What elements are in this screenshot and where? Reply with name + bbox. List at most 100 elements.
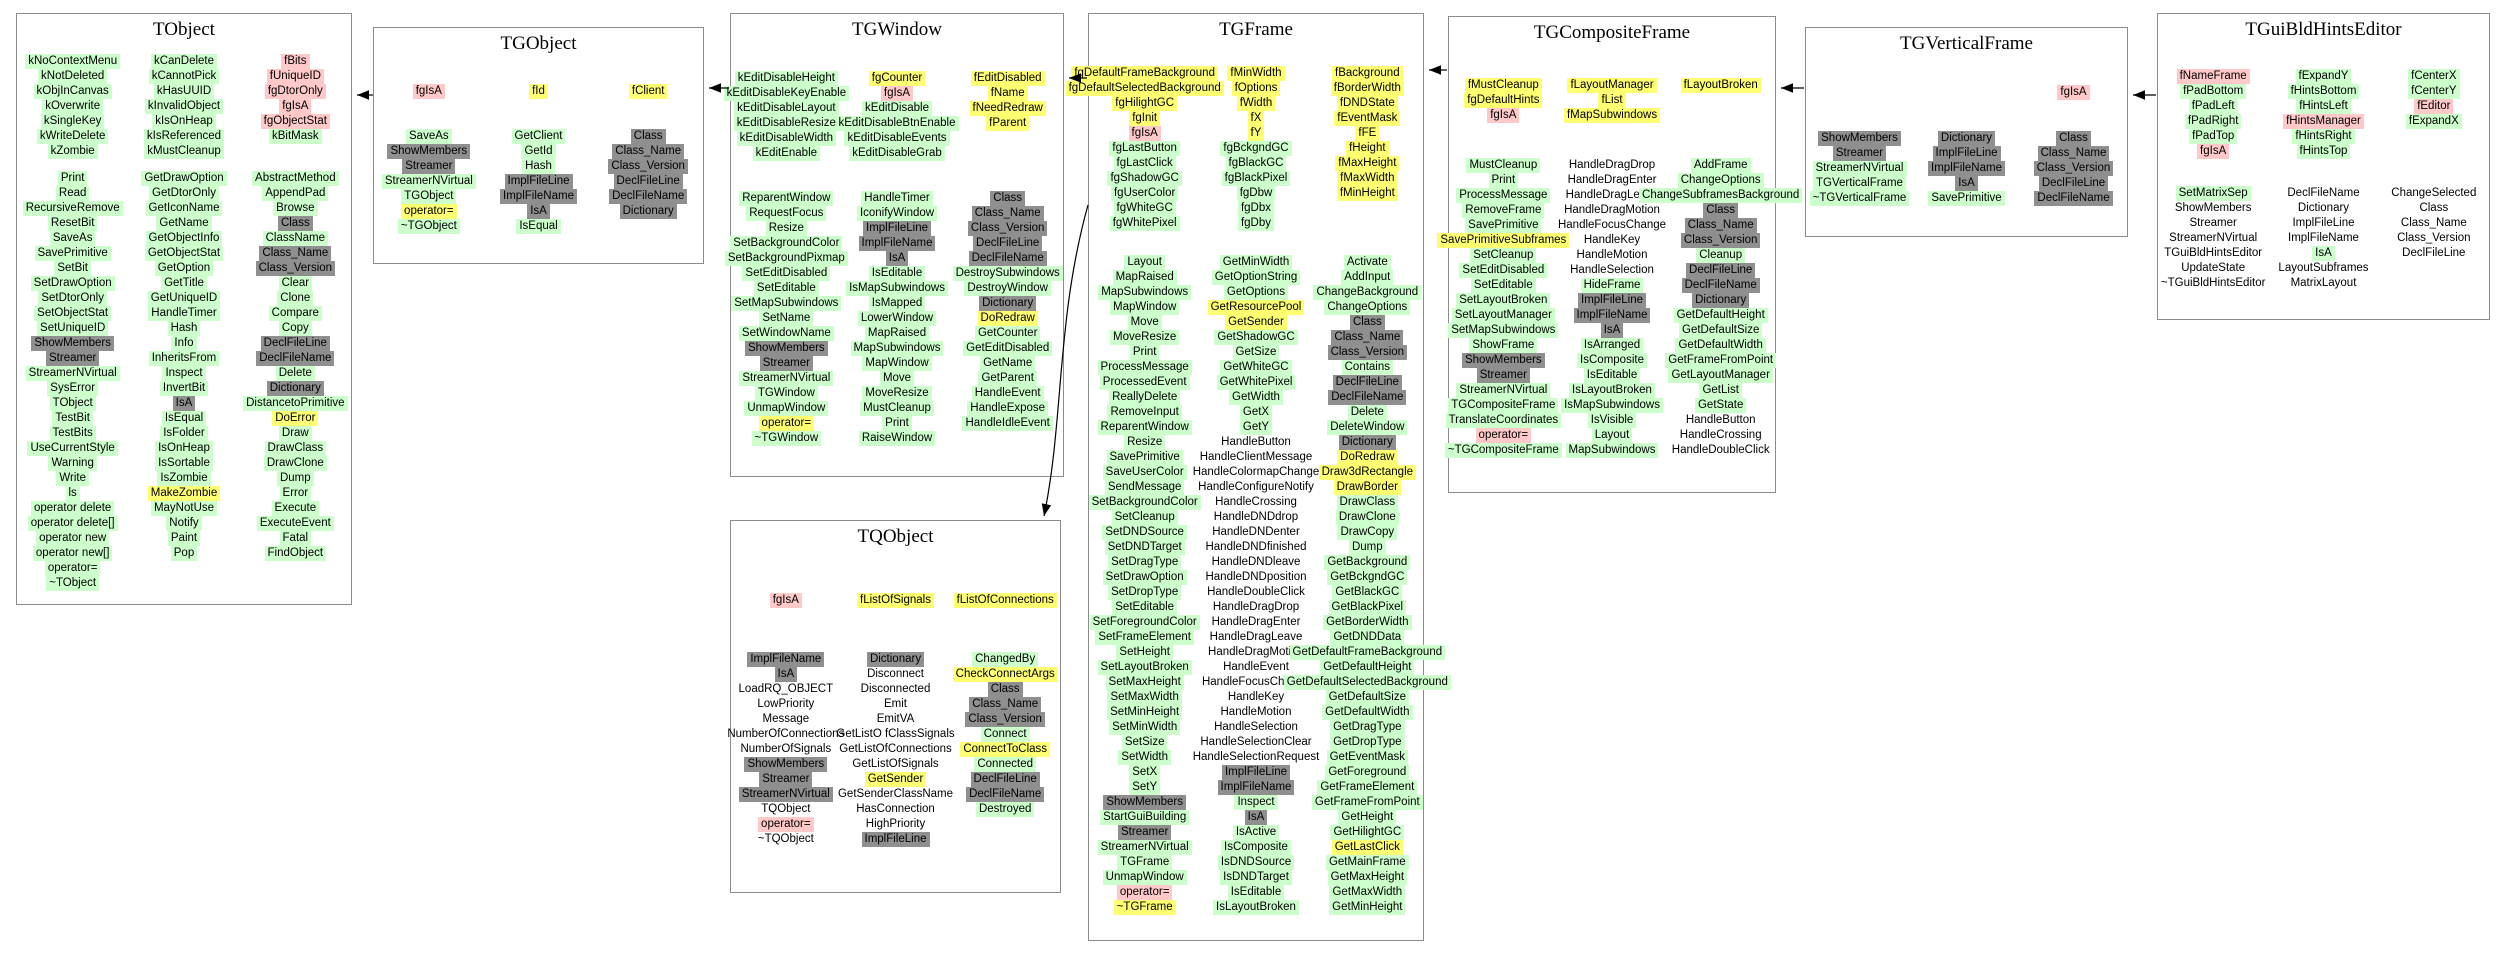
method-cell[interactable]: GetOption — [154, 261, 214, 277]
data-member-cell[interactable]: fLayoutManager — [1567, 78, 1657, 94]
method-cell[interactable]: GetDNDData — [1330, 630, 1405, 646]
method-cell[interactable]: SetUniqueID — [37, 321, 109, 337]
method-cell[interactable]: SetWindowName — [738, 326, 834, 341]
method-cell[interactable]: Delete — [1347, 405, 1387, 421]
method-cell[interactable]: ProcessedEvent — [1099, 375, 1190, 391]
method-cell[interactable]: IsA — [1244, 810, 1268, 826]
method-cell[interactable]: TestBit — [52, 411, 93, 427]
method-cell[interactable]: IsEditable — [1583, 367, 1641, 383]
data-member-cell[interactable]: kIsReferenced — [143, 128, 225, 144]
method-cell[interactable]: TObject — [49, 396, 96, 412]
method-cell[interactable]: DistancetoPrimitive — [243, 396, 348, 412]
method-cell[interactable]: TGWindow — [754, 386, 818, 401]
method-cell[interactable]: ShowMembers — [744, 757, 828, 773]
method-cell[interactable]: ImplFileName — [1928, 160, 2005, 176]
method-cell[interactable]: GetListOfSignals — [852, 758, 939, 771]
method-cell[interactable]: MapRaised — [1112, 270, 1177, 286]
method-cell[interactable]: HandleKey — [1227, 691, 1285, 704]
method-cell[interactable]: Delete — [275, 366, 315, 382]
method-cell[interactable]: SetDropType — [1108, 585, 1182, 601]
method-cell[interactable]: GetFrameElement — [1317, 780, 1418, 796]
method-cell[interactable]: GetDefaultSelectedBackground — [1283, 675, 1451, 691]
method-cell[interactable]: CheckConnectArgs — [952, 667, 1058, 683]
method-cell[interactable]: Resize — [765, 221, 807, 236]
method-cell[interactable]: GetDrawOption — [141, 171, 227, 187]
method-cell[interactable]: SetX — [1129, 765, 1161, 781]
method-cell[interactable]: Write — [56, 471, 89, 487]
method-cell[interactable]: SetEditable — [753, 281, 819, 296]
method-cell[interactable]: ImplFileName — [500, 188, 577, 204]
method-cell[interactable]: HandleDragLeave — [1209, 631, 1303, 644]
method-cell[interactable]: HandleEvent — [971, 386, 1044, 401]
method-cell[interactable]: ImplFileLine — [504, 173, 573, 189]
method-cell[interactable]: ChangeSelected — [2391, 187, 2477, 200]
data-member-cell[interactable]: fgObjectStat — [260, 113, 330, 129]
method-cell[interactable]: HandleDoubleClick — [1671, 443, 1770, 456]
method-cell[interactable]: operator new[] — [32, 546, 113, 562]
method-cell[interactable]: DeclFileLine — [1332, 375, 1402, 391]
method-cell[interactable]: TGObject — [401, 188, 457, 204]
data-member-cell[interactable]: fHintsRight — [2292, 128, 2355, 144]
method-cell[interactable]: Class_Version — [967, 221, 1048, 236]
method-cell[interactable]: HandleExpose — [967, 401, 1049, 416]
method-cell[interactable]: GetListO fClassSignals — [836, 728, 955, 741]
method-cell[interactable]: ResetBit — [47, 216, 98, 232]
method-cell[interactable]: Paint — [167, 531, 201, 547]
method-cell[interactable]: GetDefaultFrameBackground — [1289, 645, 1446, 661]
method-cell[interactable]: operator delete — [30, 501, 115, 517]
method-cell[interactable]: SetMaxHeight — [1105, 675, 1184, 691]
method-cell[interactable]: IsOnHeap — [155, 441, 213, 457]
method-cell[interactable]: SetName — [759, 311, 814, 326]
method-cell[interactable]: AddInput — [1341, 270, 1394, 286]
method-cell[interactable]: Draw — [278, 426, 312, 442]
method-cell[interactable]: SetLayoutBroken — [1456, 292, 1551, 308]
method-cell[interactable]: ImplFileName — [1217, 780, 1295, 796]
data-member-cell[interactable]: fFE — [1355, 125, 1380, 141]
method-cell[interactable]: Emit — [884, 698, 907, 711]
data-member-cell[interactable]: fNeedRedraw — [969, 101, 1046, 116]
data-member-cell[interactable]: fgIsA — [769, 592, 802, 608]
method-cell[interactable]: ImplFileLine — [2292, 217, 2355, 230]
method-cell[interactable]: GetDefaultWidth — [1675, 337, 1766, 353]
method-cell[interactable]: HandleDNDposition — [1205, 571, 1307, 584]
method-cell[interactable]: HandleDragMotion — [1208, 646, 1304, 659]
method-cell[interactable]: ShowMembers — [1818, 130, 1901, 146]
data-member-cell[interactable]: fLayoutBroken — [1680, 78, 1761, 94]
method-cell[interactable]: HasConnection — [856, 803, 935, 816]
data-member-cell[interactable]: fgIsA — [2197, 143, 2230, 159]
method-cell[interactable]: ShowMembers — [1461, 352, 1545, 368]
data-member-cell[interactable]: fBackground — [1332, 65, 1403, 81]
method-cell[interactable]: Class — [1703, 202, 1739, 218]
method-cell[interactable]: Class — [987, 682, 1023, 698]
method-cell[interactable]: IsA — [1955, 175, 1978, 191]
method-cell[interactable]: IsSortable — [155, 456, 213, 472]
method-cell[interactable]: StartGuiBuilding — [1100, 810, 1190, 826]
method-cell[interactable]: IsVisible — [1587, 412, 1637, 428]
method-cell[interactable]: ChangeOptions — [1677, 172, 1764, 188]
method-cell[interactable]: GetWhiteGC — [1220, 360, 1292, 376]
data-member-cell[interactable]: fgDefaultFrameBackground — [1071, 65, 1218, 81]
method-cell[interactable]: ImplFileName — [747, 652, 825, 668]
method-cell[interactable]: operator= — [1475, 427, 1532, 443]
method-cell[interactable]: GetMaxWidth — [1329, 885, 1406, 901]
method-cell[interactable]: GetEventMask — [1326, 750, 1409, 766]
data-member-cell[interactable]: fPadBottom — [2180, 83, 2247, 99]
method-cell[interactable]: StreamerNVirtual — [2169, 232, 2258, 245]
method-cell[interactable]: GetMinWidth — [1219, 255, 1293, 271]
method-cell[interactable]: LowPriority — [757, 698, 815, 711]
method-cell[interactable]: Class_Name — [1684, 217, 1757, 233]
method-cell[interactable]: Clone — [277, 291, 314, 307]
method-cell[interactable]: SetFrameElement — [1095, 630, 1194, 646]
method-cell[interactable]: GetWhitePixel — [1216, 375, 1296, 391]
method-cell[interactable]: TranslateCoordinates — [1445, 412, 1562, 428]
method-cell[interactable]: GetId — [521, 143, 556, 159]
method-cell[interactable]: ~TGuiBldHintsEditor — [2160, 277, 2266, 290]
method-cell[interactable]: HandleColormapChange — [1192, 466, 1320, 479]
method-cell[interactable]: HandleButton — [1685, 413, 1756, 426]
method-cell[interactable]: HandleTimer — [861, 191, 933, 206]
method-cell[interactable]: DeclFileName — [1681, 277, 1760, 293]
method-cell[interactable]: AbstractMethod — [252, 171, 339, 187]
method-cell[interactable]: DeleteWindow — [1327, 420, 1408, 436]
method-cell[interactable]: MapWindow — [1110, 300, 1180, 316]
method-cell[interactable]: Dictionary — [2297, 202, 2350, 215]
